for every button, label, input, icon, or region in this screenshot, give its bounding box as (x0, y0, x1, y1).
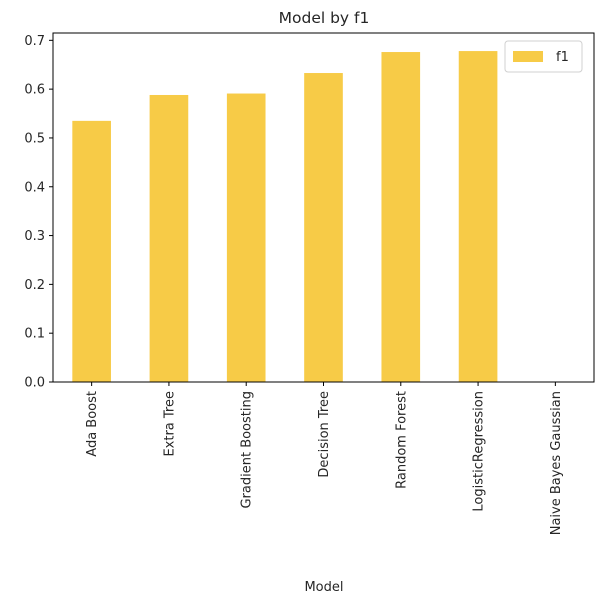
x-tick-label: Ada Boost (85, 391, 100, 457)
bar-gradient-boosting (226, 93, 266, 382)
x-axis-title: Model (304, 580, 343, 595)
y-tick-label: 0.5 (24, 131, 45, 146)
x-tick-label: LogisticRegression (472, 391, 487, 512)
axes-layer: 0.0 0.1 0.2 0.3 0.4 0.5 0.6 0.7 Ada Boost Extra T… (24, 32, 595, 535)
y-tick-label: 0.3 (24, 229, 45, 244)
x-tick-label: Random Forest (394, 391, 409, 489)
x-tick-label: Gradient Boosting (240, 391, 255, 509)
x-tick-label: Extra Tree (162, 391, 177, 457)
x-tick-label: Decision Tree (317, 391, 332, 478)
legend-frame (504, 40, 583, 73)
y-tick-label: 0.1 (24, 327, 45, 342)
legend-swatch-f1 (513, 51, 543, 62)
chart-title: Model by f1 (279, 9, 370, 27)
y-tick-label: 0.6 (24, 83, 45, 98)
y-tick-label: 0.4 (24, 180, 45, 195)
legend: f1 (504, 40, 583, 73)
y-tick-label: 0.7 (24, 34, 45, 49)
y-tick-label: 0.0 (24, 376, 45, 391)
bar-logisticregression (458, 51, 498, 383)
legend-label-f1: f1 (556, 50, 569, 65)
bars-layer (72, 51, 498, 383)
bar-ada-boost (72, 120, 111, 383)
y-tick-label: 0.2 (24, 278, 45, 293)
bar-random-forest (381, 52, 421, 382)
bar-decision-tree (304, 73, 343, 382)
bar-extra-tree (149, 94, 189, 383)
x-tick-label: Naive Bayes Gaussian (549, 391, 564, 535)
